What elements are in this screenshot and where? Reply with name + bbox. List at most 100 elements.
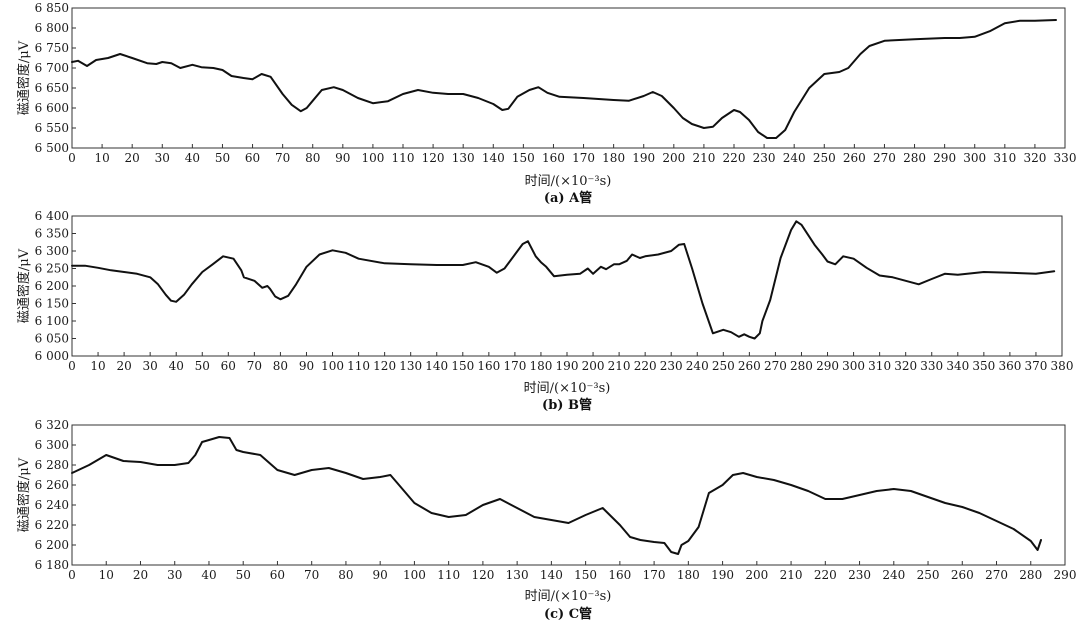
x-tick-label: 210 (608, 359, 631, 373)
x-tick-label: 30 (143, 359, 158, 373)
x-tick-label: 320 (1023, 151, 1046, 165)
x-tick-label: 10 (99, 568, 114, 582)
x-tick-label: 240 (686, 359, 709, 373)
y-ticks-group: 6 500 6 550 6 600 6 650 6 700 6 750 6 800 6 850 (35, 1, 76, 155)
x-tick-label: 270 (764, 359, 787, 373)
y-tick-label: 6 000 (35, 349, 69, 363)
y-ticks-group: 6 180 6 200 6 220 6 240 6 260 6 280 6 300 6 320 (35, 418, 76, 572)
y-tick-label: 6 220 (35, 518, 69, 532)
x-tick-label: 330 (920, 359, 943, 373)
x-tick-label: 360 (998, 359, 1021, 373)
x-tick-label: 230 (848, 568, 871, 582)
x-ticks-group: 0 10 20 30 40 50 60 70 80 90 100 110 120 130 140 150 160… (68, 144, 1076, 165)
x-tick-label: 70 (304, 568, 319, 582)
x-tick-label: 240 (882, 568, 905, 582)
x-tick-label: 20 (116, 359, 131, 373)
x-tick-label: 210 (780, 568, 803, 582)
x-tick-label: 140 (482, 151, 505, 165)
y-tick-label: 6 260 (35, 478, 69, 492)
y-tick-label: 6 200 (35, 538, 69, 552)
x-tick-label: 180 (529, 359, 552, 373)
x-tick-label: 370 (1024, 359, 1047, 373)
panel-caption: (b) B管 (542, 397, 592, 413)
x-tick-label: 80 (338, 568, 353, 582)
x-tick-label: 80 (305, 151, 320, 165)
x-tick-label: 40 (185, 151, 200, 165)
x-axis-title: 时间/(×10⁻³s) (525, 174, 612, 189)
y-tick-label: 6 700 (35, 61, 69, 75)
x-tick-label: 0 (68, 568, 76, 582)
x-tick-label: 240 (783, 151, 806, 165)
x-tick-label: 210 (692, 151, 715, 165)
panel-c: 6 180 6 200 6 220 6 240 6 260 6 280 6 300 6 320… (16, 418, 1076, 622)
y-tick-label: 6 280 (35, 458, 69, 472)
x-tick-label: 230 (660, 359, 683, 373)
x-tick-label: 100 (321, 359, 344, 373)
x-tick-label: 30 (167, 568, 182, 582)
x-tick-label: 0 (68, 359, 76, 373)
panel-caption: (a) A管 (544, 190, 592, 206)
x-tick-label: 250 (813, 151, 836, 165)
x-tick-label: 220 (723, 151, 746, 165)
x-tick-label: 10 (90, 359, 105, 373)
x-tick-label: 200 (662, 151, 685, 165)
x-tick-label: 170 (503, 359, 526, 373)
x-tick-label: 150 (451, 359, 474, 373)
x-tick-label: 130 (452, 151, 475, 165)
x-tick-label: 270 (985, 568, 1008, 582)
y-tick-label: 6 250 (35, 262, 69, 276)
panel-b: 6 000 6 050 6 100 6 150 6 200 6 250 6 300 6 350… (16, 209, 1073, 413)
x-tick-label: 90 (373, 568, 388, 582)
plot-frame (71, 215, 1063, 357)
x-tick-label: 280 (903, 151, 926, 165)
x-tick-label: 190 (556, 359, 579, 373)
x-tick-label: 100 (403, 568, 426, 582)
x-tick-label: 310 (868, 359, 891, 373)
y-ticks-group: 6 000 6 050 6 100 6 150 6 200 6 250 6 300 6 350… (35, 209, 76, 363)
series-line (71, 19, 1057, 139)
y-tick-label: 6 180 (35, 558, 69, 572)
x-ticks-group: 0 10 20 30 40 50 60 70 80 90 100 110 120 130 140 150 160… (68, 561, 1076, 582)
x-tick-label: 190 (711, 568, 734, 582)
y-tick-label: 6 400 (35, 209, 69, 223)
x-tick-label: 160 (477, 359, 500, 373)
y-tick-label: 6 100 (35, 314, 69, 328)
x-tick-label: 150 (574, 568, 597, 582)
x-tick-label: 160 (542, 151, 565, 165)
x-tick-label: 70 (275, 151, 290, 165)
y-tick-label: 6 240 (35, 498, 69, 512)
y-tick-label: 6 300 (35, 244, 69, 258)
x-tick-label: 30 (155, 151, 170, 165)
x-tick-label: 170 (572, 151, 595, 165)
y-tick-label: 6 650 (35, 81, 69, 95)
x-tick-label: 120 (373, 359, 396, 373)
y-tick-label: 6 320 (35, 418, 69, 432)
x-tick-label: 380 (1051, 359, 1074, 373)
y-tick-label: 6 750 (35, 41, 69, 55)
x-tick-label: 200 (582, 359, 605, 373)
y-tick-label: 6 350 (35, 227, 69, 241)
x-tick-label: 180 (602, 151, 625, 165)
x-tick-label: 50 (215, 151, 230, 165)
x-axis-title: 时间/(×10⁻³s) (525, 589, 612, 604)
x-tick-label: 290 (933, 151, 956, 165)
x-tick-label: 140 (540, 568, 563, 582)
x-tick-label: 100 (361, 151, 384, 165)
x-tick-label: 300 (963, 151, 986, 165)
x-tick-label: 110 (437, 568, 460, 582)
x-ticks-group: 0 10 20 30 40 50 60 70 80 90 100 110 120 130 140 150 160… (68, 352, 1073, 373)
x-tick-label: 60 (245, 151, 260, 165)
x-tick-label: 200 (745, 568, 768, 582)
x-tick-label: 150 (512, 151, 535, 165)
x-tick-label: 330 (1054, 151, 1077, 165)
x-tick-label: 190 (632, 151, 655, 165)
x-tick-label: 260 (738, 359, 761, 373)
x-tick-label: 60 (270, 568, 285, 582)
x-tick-label: 90 (299, 359, 314, 373)
x-tick-label: 10 (94, 151, 109, 165)
panel-caption: (c) C管 (544, 606, 592, 622)
x-tick-label: 220 (814, 568, 837, 582)
x-tick-label: 110 (392, 151, 415, 165)
x-tick-label: 280 (790, 359, 813, 373)
x-tick-label: 120 (422, 151, 445, 165)
